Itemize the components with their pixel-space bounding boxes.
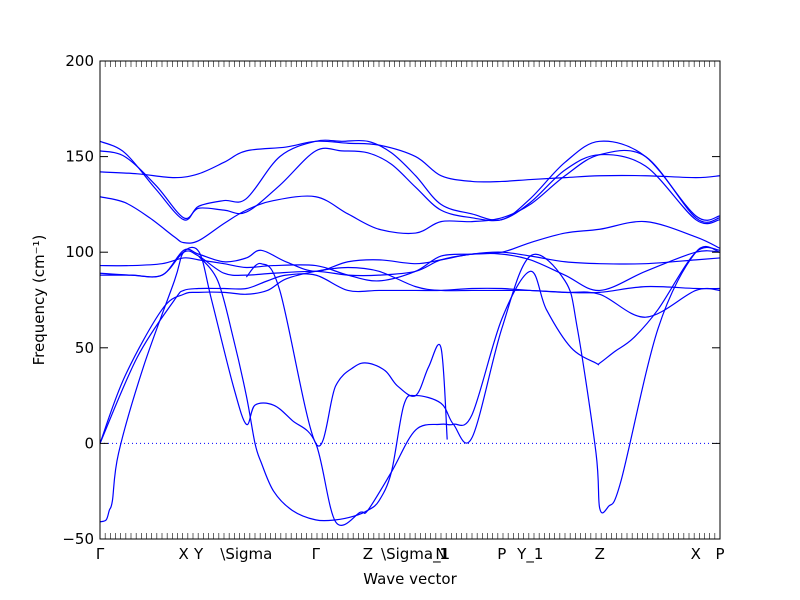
x-tick-label: Z bbox=[363, 545, 373, 563]
band-8 bbox=[99, 273, 721, 444]
y-axis-label: Frequency (cm⁻¹) bbox=[30, 235, 48, 366]
x-tick-label: \Sigma bbox=[220, 545, 272, 563]
x-tick-label: Γ bbox=[96, 545, 105, 563]
x-tick-label: Γ bbox=[312, 545, 321, 563]
band-12 bbox=[245, 262, 448, 447]
band-11 bbox=[198, 245, 721, 522]
y-axis-ticks: −50 0 50 100 150 200 bbox=[62, 52, 720, 548]
y-tick-label: 50 bbox=[75, 339, 94, 357]
y-tick-label: 0 bbox=[84, 434, 94, 452]
band-1 bbox=[99, 139, 721, 221]
x-tick-label: \Sigma_1 bbox=[381, 545, 450, 564]
band-7 bbox=[100, 248, 721, 292]
phonon-bands bbox=[99, 139, 721, 526]
band-10 bbox=[99, 246, 721, 526]
y-tick-label: 150 bbox=[65, 148, 94, 166]
x-tick-label: Z bbox=[595, 545, 605, 563]
y-tick-label: 100 bbox=[65, 243, 94, 261]
x-tick-label: Y_1 bbox=[516, 545, 543, 564]
x-tick-label: X bbox=[691, 545, 701, 563]
band-4 bbox=[99, 149, 721, 244]
band-2 bbox=[99, 147, 721, 225]
x-tick-label: P bbox=[715, 545, 724, 563]
band-9 bbox=[99, 266, 721, 444]
band-5 bbox=[99, 220, 721, 282]
x-tick-label: X bbox=[179, 545, 189, 563]
y-tick-label: −50 bbox=[62, 530, 94, 548]
x-tick-label: 1 bbox=[439, 545, 449, 563]
x-tick-label: Y bbox=[193, 545, 204, 563]
band-6 bbox=[99, 250, 721, 278]
x-axis-ticks: Γ X Y \Sigma Γ Z \Sigma_1N1 P Y_1 Z X P bbox=[96, 545, 725, 564]
band-3 bbox=[99, 140, 721, 183]
y-tick-label: 200 bbox=[65, 52, 94, 70]
segment-dividers bbox=[99, 61, 721, 539]
plot-frame bbox=[99, 60, 721, 540]
x-axis-label: Wave vector bbox=[363, 570, 457, 588]
x-tick-label: N bbox=[435, 545, 446, 563]
x-tick-label: P bbox=[497, 545, 506, 563]
